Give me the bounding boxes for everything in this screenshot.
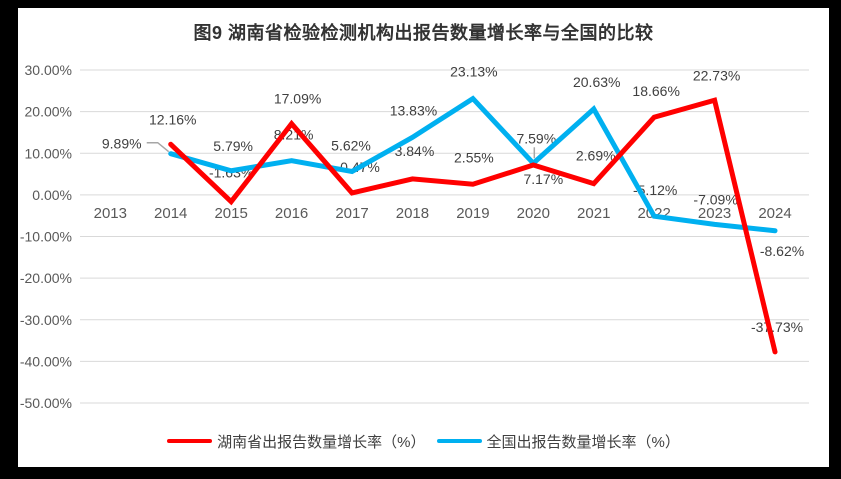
series-line-hunan: [168, 97, 778, 355]
legend-item-national: 全国出报告数量增长率（%）: [436, 431, 680, 452]
x-axis-tick-label: 2016: [275, 205, 308, 222]
data-label: 23.13%: [450, 64, 497, 80]
data-label: 2.69%: [576, 148, 616, 164]
line-chart-plot: 30.00% 20.00% 10.00% 0.00% -10.00% -20.00% -30…: [20, 62, 809, 411]
data-label: 13.83%: [390, 102, 437, 118]
series-line-national: [168, 95, 778, 234]
data-label: 12.16%: [149, 111, 196, 127]
data-label: -8.62%: [760, 243, 804, 259]
legend-label-hunan: 湖南省出报告数量增长率（%）: [217, 433, 426, 451]
y-axis-tick-label: -40.00%: [20, 353, 72, 369]
y-axis-tick-label: -50.00%: [20, 395, 72, 411]
chart-title: 图9 湖南省检验检测机构出报告数量增长率与全国的比较: [193, 23, 654, 43]
data-label: 20.63%: [573, 74, 620, 90]
data-label: 7.17%: [523, 171, 563, 187]
y-axis-tick-label: -10.00%: [20, 229, 72, 245]
y-axis-tick-label: 0.00%: [32, 187, 72, 203]
data-label: 9.89%: [102, 136, 142, 152]
y-axis-tick-label: -20.00%: [20, 270, 72, 286]
x-axis-tick-label: 2018: [396, 205, 429, 222]
legend-swatch-hunan-line: [167, 439, 213, 443]
data-label: -7.09%: [693, 191, 737, 207]
data-label: 18.66%: [632, 83, 679, 99]
legend-item-hunan: 湖南省出报告数量增长率（%）: [167, 431, 426, 452]
data-label: 22.73%: [693, 67, 740, 83]
y-axis-tick-label: 30.00%: [25, 62, 72, 78]
data-label: 5.62%: [331, 137, 371, 153]
leader-line: [146, 141, 170, 153]
x-axis-tick-label: 2021: [577, 205, 610, 222]
data-label: -37.73%: [751, 319, 803, 335]
x-axis-tick-label: 2014: [154, 205, 187, 222]
data-label: 2.55%: [454, 149, 494, 165]
y-axis-tick-label: 20.00%: [25, 104, 72, 120]
data-label: 5.79%: [213, 138, 253, 154]
legend-label-national: 全国出报告数量增长率（%）: [486, 433, 680, 451]
x-axis-tick-label: 2024: [758, 205, 791, 222]
x-axis-tick-label: 2015: [214, 205, 247, 222]
x-axis-tick-label: 2013: [94, 205, 127, 222]
data-label: 3.84%: [395, 143, 435, 159]
chart-canvas: 图9 湖南省检验检测机构出报告数量增长率与全国的比较 30.00% 20.00% 1…: [18, 8, 829, 467]
data-label: 7.59%: [516, 130, 556, 146]
x-axis-tick-label: 2017: [335, 205, 368, 222]
y-axis-tick-label: 10.00%: [25, 145, 72, 161]
x-axis-tick-label: 2023: [698, 205, 731, 222]
legend-swatch-national-line: [436, 439, 482, 443]
x-axis-tick-label: 2019: [456, 205, 489, 222]
x-axis-tick-label: 2020: [517, 205, 550, 222]
chart-legend: 湖南省出报告数量增长率（%） 全国出报告数量增长率（%）: [18, 430, 829, 452]
y-axis-tick-label: -30.00%: [20, 312, 72, 328]
data-label: 17.09%: [274, 91, 321, 107]
